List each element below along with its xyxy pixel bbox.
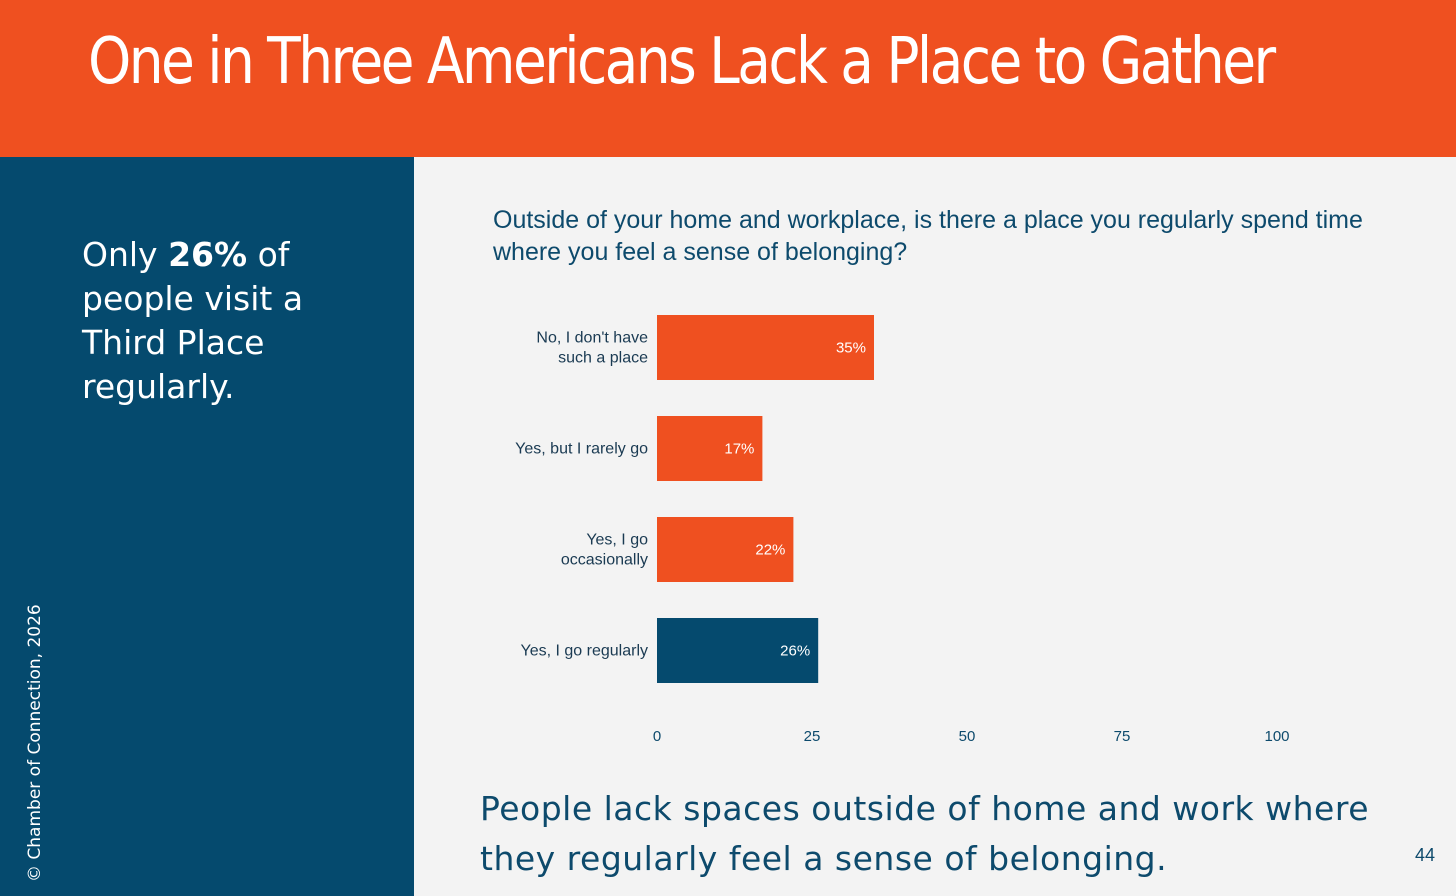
page-title: One in Three Americans Lack a Place to G… <box>88 25 1276 99</box>
chart-question: Outside of your home and workplace, is t… <box>493 206 1363 266</box>
key-stat-heading: Only 26% of people visit a Third Place r… <box>82 233 382 409</box>
bar-data-label: 26% <box>780 643 810 660</box>
bar <box>657 618 819 683</box>
category-label: Yes, I go occasionally <box>561 532 648 569</box>
category-label: Yes, but I rarely go <box>515 441 648 458</box>
bar-data-label: 22% <box>755 542 785 559</box>
title-bar: One in Three Americans Lack a Place to G… <box>0 0 1456 157</box>
x-tick-label: 25 <box>804 728 821 745</box>
bar <box>657 517 794 582</box>
category-label: Yes, I go regularly <box>521 643 648 660</box>
bar <box>657 315 874 380</box>
x-tick-label: 50 <box>959 728 976 745</box>
bar-data-label: 35% <box>836 340 866 357</box>
key-stat-pre: Only <box>82 235 169 274</box>
x-tick-label: 0 <box>653 728 661 745</box>
key-stat-post: of people visit a Third Place regularly. <box>82 235 304 406</box>
x-tick-label: 100 <box>1264 728 1289 745</box>
conclusion-text: People lack spaces outside of home and w… <box>480 789 1370 878</box>
bar-data-label: 17% <box>724 441 754 458</box>
category-label: No, I don't have such a place <box>536 330 648 367</box>
key-stat-value: 26% <box>168 235 248 274</box>
bar <box>657 416 763 481</box>
page-number: 44 <box>1415 845 1436 865</box>
x-tick-label: 75 <box>1114 728 1131 745</box>
side-panel: Only 26% of people visit a Third Place r… <box>0 157 414 896</box>
